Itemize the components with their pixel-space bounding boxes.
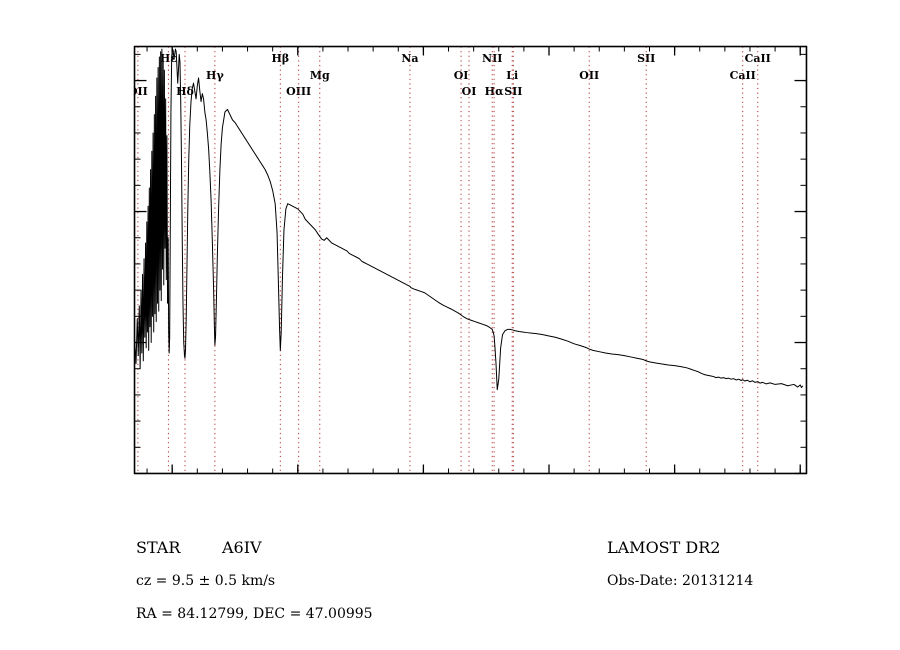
meta-obs-date: Obs-Date: 20131214: [607, 573, 754, 589]
spectral-line-label: SII: [637, 52, 656, 65]
spectral-line-label: Hγ: [206, 69, 224, 82]
meta-coordinates: RA = 84.12799, DEC = 47.00995: [136, 606, 373, 622]
spectral-line-label: Mg: [309, 69, 330, 82]
meta-object-type: STAR: [136, 538, 181, 557]
spectral-line-label: NII: [482, 52, 503, 65]
spectral-line-label: OII: [579, 69, 600, 82]
spectral-line-label: Na: [401, 52, 419, 65]
spectral-line-label: OIII: [286, 85, 312, 98]
spectral-line-label: Hε: [159, 52, 177, 65]
meta-spectral-class: A6IV: [222, 538, 262, 557]
spectral-line-label: OI: [453, 69, 469, 82]
spectral-line-label: CaII: [729, 69, 756, 82]
spectral-line-label: Hβ: [271, 52, 290, 65]
spectral-line-label: CaII: [744, 52, 771, 65]
meta-survey: LAMOST DR2: [607, 538, 721, 557]
spectral-line-label: Hδ: [176, 85, 194, 98]
meta-cz: cz = 9.5 ± 0.5 km/s: [136, 573, 276, 589]
spectral-line-label: SII: [504, 85, 523, 98]
spectral-line-label: Li: [506, 69, 519, 82]
spectral-line-label: Hα: [484, 85, 504, 98]
spectral-line-label: OII: [127, 85, 148, 98]
spectral-line-label: OI: [461, 85, 477, 98]
